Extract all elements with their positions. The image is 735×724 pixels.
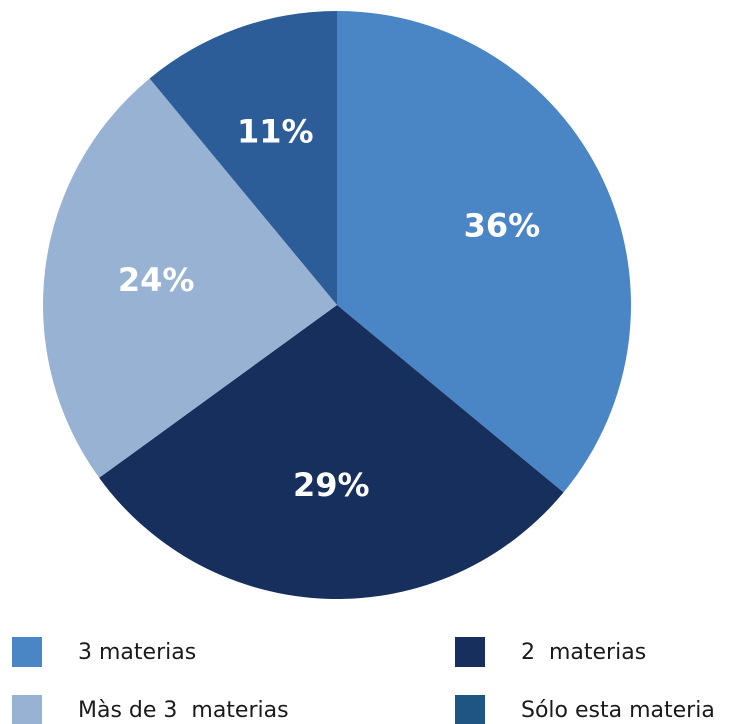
legend-swatch	[12, 637, 42, 667]
legend-swatch	[12, 695, 42, 724]
legend-label: Sólo esta materia	[521, 697, 715, 723]
legend-item-3-materias: 3 materias	[12, 636, 196, 668]
slice-value-label: 24%	[118, 261, 195, 299]
pie-slice-màs-de-3-materias	[43, 78, 337, 478]
legend-label: Màs de 3 materias	[78, 697, 289, 723]
pie-slice-sólo-esta-materia	[149, 10, 337, 305]
legend-label: 2 materias	[521, 639, 647, 665]
slice-value-label: 11%	[237, 112, 314, 150]
legend-item-mas-de-3-materias: Màs de 3 materias	[12, 694, 289, 724]
legend-swatch	[455, 695, 485, 724]
legend-swatch	[455, 637, 485, 667]
slice-value-label: 36%	[464, 206, 541, 244]
pie-slices	[43, 10, 632, 599]
pie-slice-3-materias	[337, 11, 632, 493]
legend-label: 3 materias	[78, 639, 197, 665]
legend-item-2-materias: 2 materias	[455, 636, 646, 668]
slice-value-label: 29%	[293, 466, 370, 504]
pie-labels: 36% 29% 24% 11%	[118, 112, 540, 504]
pie-slice-2-materias	[99, 305, 564, 599]
legend-item-solo-esta-materia: Sólo esta materia	[455, 694, 715, 724]
